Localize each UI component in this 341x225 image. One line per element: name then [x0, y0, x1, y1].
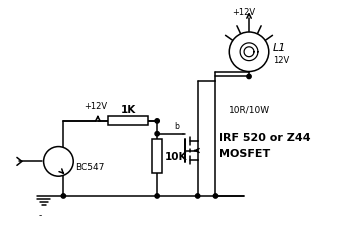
- Circle shape: [155, 194, 159, 198]
- Circle shape: [247, 75, 251, 79]
- Circle shape: [229, 33, 269, 72]
- Text: IRF 520 or Z44: IRF 520 or Z44: [219, 132, 311, 142]
- Text: b: b: [174, 121, 179, 130]
- Bar: [152, 139, 162, 173]
- Circle shape: [195, 194, 200, 198]
- Text: L1: L1: [273, 43, 286, 53]
- Text: +12V: +12V: [84, 101, 107, 110]
- Circle shape: [155, 132, 159, 136]
- Circle shape: [61, 194, 65, 198]
- Text: 10R/10W: 10R/10W: [229, 105, 270, 114]
- Bar: [108, 117, 148, 126]
- Circle shape: [213, 194, 218, 198]
- Circle shape: [155, 119, 159, 124]
- Text: 12V: 12V: [273, 56, 289, 65]
- Text: 10K: 10K: [165, 151, 188, 161]
- Text: BC547: BC547: [75, 162, 105, 171]
- Text: +12V: +12V: [233, 8, 256, 17]
- Text: -: -: [39, 210, 42, 219]
- Text: MOSFET: MOSFET: [219, 149, 271, 159]
- Circle shape: [44, 147, 73, 176]
- Text: 1K: 1K: [120, 105, 136, 115]
